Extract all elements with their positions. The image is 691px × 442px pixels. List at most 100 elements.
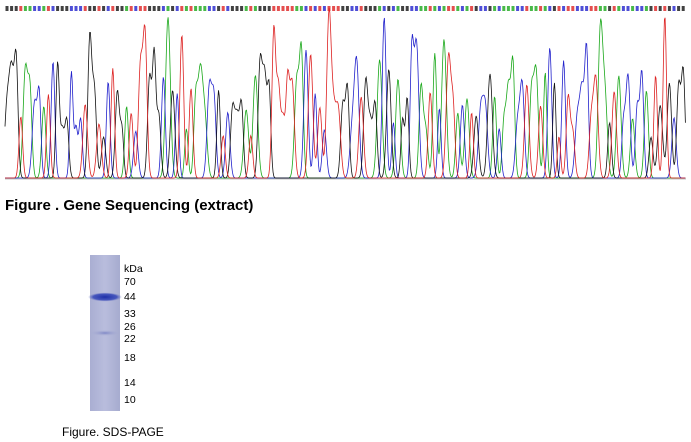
base-call bbox=[74, 6, 78, 11]
base-call bbox=[83, 6, 87, 11]
base-call bbox=[414, 6, 418, 11]
base-call bbox=[102, 6, 106, 11]
base-call bbox=[644, 6, 648, 11]
base-call bbox=[470, 6, 474, 11]
base-call bbox=[253, 6, 257, 11]
base-call bbox=[640, 6, 644, 11]
marker-label: 10 bbox=[124, 394, 136, 406]
base-call bbox=[391, 6, 395, 11]
base-call bbox=[437, 6, 441, 11]
base-call bbox=[88, 6, 92, 11]
base-call bbox=[299, 6, 303, 11]
base-call bbox=[525, 6, 529, 11]
base-call bbox=[516, 6, 520, 11]
base-call bbox=[479, 6, 483, 11]
base-call bbox=[608, 6, 612, 11]
base-call bbox=[152, 6, 156, 11]
base-call bbox=[272, 6, 276, 11]
base-call bbox=[424, 6, 428, 11]
base-call bbox=[217, 6, 221, 11]
base-call bbox=[465, 6, 469, 11]
base-call bbox=[125, 6, 129, 11]
base-call bbox=[345, 6, 349, 11]
base-call bbox=[598, 6, 602, 11]
base-call bbox=[667, 6, 671, 11]
base-call bbox=[428, 6, 432, 11]
base-call bbox=[92, 6, 96, 11]
base-call bbox=[19, 6, 23, 11]
base-call bbox=[226, 6, 230, 11]
base-call bbox=[631, 6, 635, 11]
base-call bbox=[447, 6, 451, 11]
gel-band bbox=[88, 292, 122, 302]
base-call bbox=[539, 6, 543, 11]
base-call bbox=[566, 6, 570, 11]
base-call bbox=[207, 6, 211, 11]
base-call bbox=[350, 6, 354, 11]
base-call bbox=[594, 6, 598, 11]
base-call bbox=[295, 6, 299, 11]
marker-label: 26 bbox=[124, 321, 136, 333]
base-call bbox=[336, 6, 340, 11]
base-call bbox=[571, 6, 575, 11]
base-call bbox=[14, 6, 18, 11]
trace bbox=[4, 31, 686, 179]
base-call bbox=[451, 6, 455, 11]
base-call bbox=[10, 6, 14, 11]
base-call bbox=[359, 6, 363, 11]
base-call bbox=[189, 6, 193, 11]
base-call bbox=[456, 6, 460, 11]
base-call bbox=[171, 6, 175, 11]
base-call bbox=[364, 6, 368, 11]
base-call bbox=[33, 6, 37, 11]
base-call bbox=[318, 6, 322, 11]
base-call bbox=[589, 6, 593, 11]
base-call bbox=[401, 6, 405, 11]
base-call bbox=[405, 6, 409, 11]
marker-label: 22 bbox=[124, 333, 136, 345]
base-call bbox=[120, 6, 124, 11]
base-call bbox=[322, 6, 326, 11]
base-call bbox=[60, 6, 64, 11]
base-call bbox=[69, 6, 73, 11]
base-call bbox=[97, 6, 101, 11]
base-call bbox=[396, 6, 400, 11]
base-call bbox=[580, 6, 584, 11]
base-call bbox=[635, 6, 639, 11]
base-call bbox=[511, 6, 515, 11]
base-call bbox=[529, 6, 533, 11]
chromatogram bbox=[4, 7, 686, 179]
marker-label: 14 bbox=[124, 377, 136, 389]
base-call bbox=[230, 6, 234, 11]
base-call bbox=[534, 6, 538, 11]
base-call bbox=[543, 6, 547, 11]
base-call bbox=[488, 6, 492, 11]
base-call bbox=[111, 6, 115, 11]
base-call bbox=[562, 6, 566, 11]
base-call bbox=[460, 6, 464, 11]
base-call bbox=[175, 6, 179, 11]
base-call bbox=[483, 6, 487, 11]
base-call bbox=[626, 6, 630, 11]
sequence-strip bbox=[5, 6, 685, 11]
base-call bbox=[681, 6, 685, 11]
base-call bbox=[378, 6, 382, 11]
base-call bbox=[212, 6, 216, 11]
base-call bbox=[184, 6, 188, 11]
base-call bbox=[221, 6, 225, 11]
base-call bbox=[23, 6, 27, 11]
base-call bbox=[433, 6, 437, 11]
gel-unit: kDa bbox=[124, 263, 143, 275]
base-call bbox=[603, 6, 607, 11]
base-call bbox=[161, 6, 165, 11]
base-call bbox=[575, 6, 579, 11]
base-call bbox=[621, 6, 625, 11]
base-call bbox=[520, 6, 524, 11]
base-call bbox=[497, 6, 501, 11]
base-call bbox=[309, 6, 313, 11]
base-call bbox=[166, 6, 170, 11]
base-call bbox=[658, 6, 662, 11]
